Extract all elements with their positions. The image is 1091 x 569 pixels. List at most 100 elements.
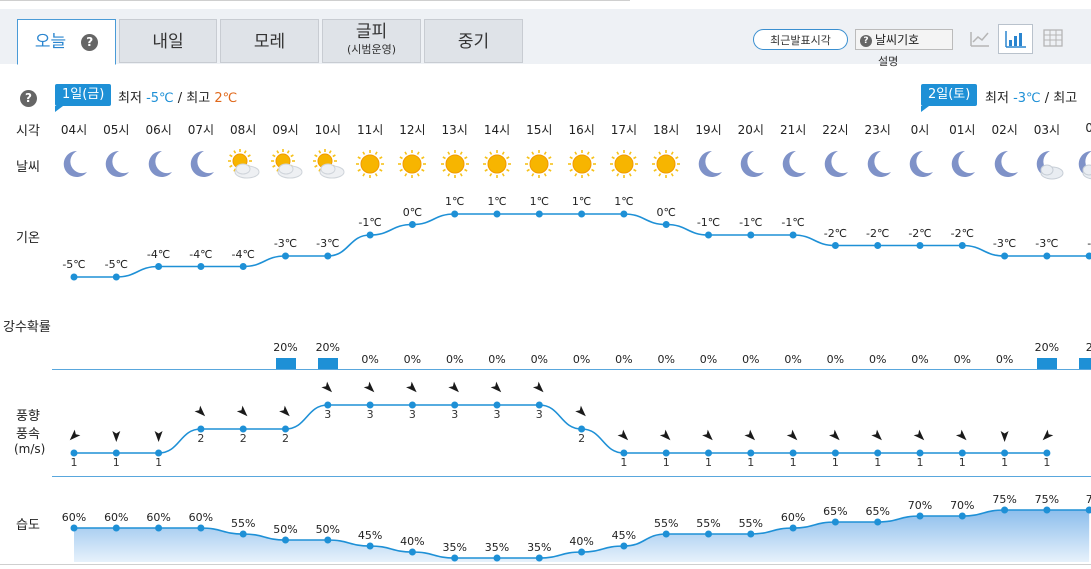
sun-icon-part <box>675 156 679 160</box>
sun-icon-part <box>417 151 421 155</box>
wind-point <box>705 449 712 457</box>
moon-cloud-icon-part <box>1040 164 1054 176</box>
temperature-label: -5℃ <box>62 258 86 271</box>
temperature-label: - <box>1087 237 1091 250</box>
sun-icon-part <box>531 151 535 155</box>
temperature-label: -3℃ <box>1035 237 1059 250</box>
moon-icon <box>106 150 130 177</box>
humidity-label: 60% <box>61 511 87 524</box>
line-chart-view-button[interactable] <box>962 24 997 54</box>
rain-divider <box>52 369 1091 370</box>
humidity-point <box>1001 506 1009 514</box>
table-icon <box>1043 29 1063 47</box>
tab-third-day-label: 글피 <box>355 22 388 42</box>
weather-symbol-button[interactable]: ? 날씨기호 <box>855 29 953 50</box>
sun-icon-part <box>421 156 425 160</box>
temperature-point <box>1085 252 1091 260</box>
hour-label: 19시 <box>695 123 722 137</box>
wind-speed-label: 1 <box>1001 456 1009 469</box>
bar-chart-view-button[interactable] <box>998 24 1033 54</box>
sun-icon-part <box>633 168 637 172</box>
moon-icon-part <box>825 150 849 177</box>
humidity-label: 55% <box>230 517 256 530</box>
wind-direction-arrow <box>829 429 840 441</box>
wind-arrow-head <box>279 405 290 417</box>
tab-day-after[interactable]: 모레 <box>220 19 319 63</box>
sun-icon <box>525 150 554 178</box>
hour-label: 12시 <box>399 123 426 137</box>
sun-cloud-icon-part <box>286 150 290 154</box>
temperature-point <box>324 252 332 260</box>
sun-icon-part <box>590 168 595 172</box>
hour-label: 15시 <box>526 123 553 137</box>
help-icon[interactable]: ? <box>20 90 37 107</box>
temperature-point <box>874 242 882 249</box>
table-view-button[interactable] <box>1036 24 1071 54</box>
wind-point <box>239 425 247 433</box>
rain-label: 20% <box>273 341 298 354</box>
moon-icon-part <box>782 150 807 177</box>
help-icon[interactable]: ? <box>81 34 99 51</box>
wind-point <box>578 425 586 433</box>
hour-label: 16시 <box>568 123 595 137</box>
wind-speed-label: 3 <box>324 408 332 421</box>
humidity-point <box>662 530 670 538</box>
tab-tomorrow[interactable]: 내일 <box>119 19 217 63</box>
sun-icon-part <box>653 156 658 160</box>
temperature-label: -5℃ <box>104 258 128 271</box>
moon-icon-part <box>106 150 130 177</box>
temperature-point <box>451 210 459 218</box>
tab-midterm[interactable]: 중기 <box>424 19 523 63</box>
sun-icon-part <box>463 156 468 160</box>
temperature-point <box>789 231 797 239</box>
sun-icon-part <box>544 173 547 177</box>
sun-icon-part <box>399 156 404 160</box>
sun-icon-part <box>446 151 450 155</box>
tab-third-day[interactable]: 글피 (시범운영) <box>322 19 421 63</box>
temperature-label: -1℃ <box>696 216 721 229</box>
wind-arrow-head <box>786 429 798 441</box>
wind-arrow-head <box>490 381 502 393</box>
sun-cloud-icon-part <box>314 164 318 168</box>
sun-icon-part <box>572 154 592 174</box>
sun-icon <box>483 150 511 178</box>
sun-icon-part <box>569 156 573 160</box>
temperature-point <box>958 242 966 249</box>
wind-speed-label: 3 <box>493 408 501 421</box>
hour-label: 02시 <box>991 123 1018 137</box>
sun-icon-part <box>529 154 549 174</box>
sun-icon-part <box>586 173 590 177</box>
day1-max-label: 최고 <box>186 91 211 106</box>
temperature-point <box>747 231 755 239</box>
wind-divider <box>52 476 1091 477</box>
humidity-label: 45% <box>357 529 383 542</box>
humidity-point <box>70 524 78 532</box>
humidity-label: 65% <box>865 505 890 518</box>
moon-icon <box>952 150 976 177</box>
humidity-point <box>197 524 205 532</box>
humidity-label: 50% <box>273 523 298 536</box>
temperature-label: 1℃ <box>529 195 549 208</box>
hour-label: 20시 <box>737 123 764 137</box>
moon-icon-part <box>740 150 764 177</box>
recent-release-button[interactable]: 최근발표시각 <box>753 29 848 50</box>
wind-arrow-head <box>406 381 417 393</box>
sun-icon-part <box>421 168 425 172</box>
sun-icon-part <box>658 173 662 177</box>
weather-symbol-sub: 설명 <box>878 55 899 68</box>
temperature-label: -4℃ <box>189 247 213 261</box>
sun-icon-part <box>374 151 378 155</box>
rain-label: 0% <box>403 353 422 366</box>
wind-direction-arrow <box>786 429 798 441</box>
wind-speed-label: 2 <box>282 432 289 445</box>
sun-icon-part <box>445 154 465 174</box>
wind-direction-arrow <box>279 405 290 417</box>
tab-today[interactable]: 오늘 ? <box>17 19 116 65</box>
sun-icon-part <box>489 173 493 177</box>
hour-label: 05시 <box>103 123 130 137</box>
humidity-label: 35% <box>484 541 510 554</box>
wind-arrow-head <box>363 381 375 393</box>
day1-min-label: 최저 <box>118 91 142 106</box>
sun-icon-part <box>459 173 463 177</box>
sun-cloud-icon-part <box>314 154 318 158</box>
